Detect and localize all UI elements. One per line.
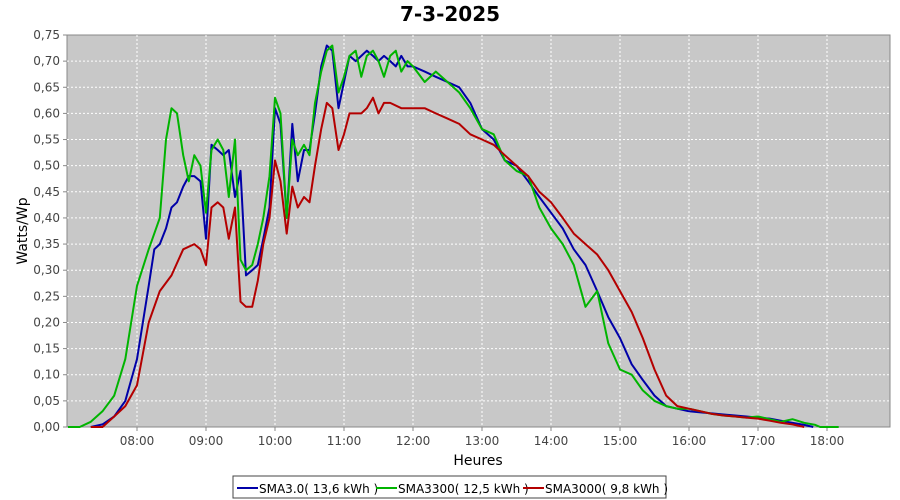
- x-tick-label: 08:00: [120, 434, 155, 448]
- y-tick-label: 0,50: [33, 159, 60, 173]
- y-tick-label: 0,00: [33, 420, 60, 434]
- x-tick-label: 14:00: [534, 434, 569, 448]
- chart-title: 7-3-2025: [400, 2, 500, 26]
- y-tick-label: 0,55: [33, 133, 60, 147]
- x-axis-ticks: 08:00 09:00 10:00 11:00 12:00 13:00 14:00 15:00…: [120, 427, 845, 448]
- x-tick-label: 17:00: [741, 434, 776, 448]
- y-tick-label: 0,45: [33, 185, 60, 199]
- x-tick-label: 12:00: [396, 434, 431, 448]
- y-tick-label: 0,75: [33, 28, 60, 42]
- series-line-sma3000: [90, 96, 805, 428]
- y-tick-label: 0,60: [33, 106, 60, 120]
- plot-area: [66, 34, 891, 428]
- y-tick-label: 0,65: [33, 80, 60, 94]
- y-tick-label: 0,30: [33, 263, 60, 277]
- series-lines: [68, 44, 839, 428]
- legend: SMA3.0( 13,6 kWh ) SMA3300( 12,5 kWh ) S…: [232, 475, 668, 499]
- series-line-sma3300: [68, 44, 839, 428]
- x-tick-label: 10:00: [258, 434, 293, 448]
- series-line-sma30: [90, 44, 814, 428]
- y-tick-label: 0,40: [33, 211, 60, 225]
- y-tick-label: 0,05: [33, 394, 60, 408]
- y-tick-label: 0,25: [33, 289, 60, 303]
- y-tick-label: 0,70: [33, 54, 60, 68]
- legend-label-sma3000: SMA3000( 9,8 kWh ): [545, 482, 668, 496]
- y-axis-label: Watts/Wp: [15, 197, 31, 264]
- x-tick-label: 15:00: [603, 434, 638, 448]
- x-tick-label: 16:00: [672, 434, 707, 448]
- y-axis-ticks: 0,00 0,05 0,10 0,15 0,20 0,25 0,30 0,35 0,40 0,45…: [33, 28, 67, 434]
- x-tick-label: 13:00: [465, 434, 500, 448]
- x-tick-label: 09:00: [189, 434, 224, 448]
- y-tick-label: 0,35: [33, 237, 60, 251]
- y-tick-label: 0,15: [33, 342, 60, 356]
- x-axis-label: Heures: [453, 453, 502, 469]
- legend-label-sma3300: SMA3300( 12,5 kWh ): [398, 482, 529, 496]
- y-tick-label: 0,10: [33, 368, 60, 382]
- legend-box: [232, 475, 667, 499]
- x-tick-label: 18:00: [810, 434, 845, 448]
- legend-label-sma30: SMA3.0( 13,6 kWh ): [259, 482, 378, 496]
- x-tick-label: 11:00: [327, 434, 362, 448]
- y-tick-label: 0,20: [33, 315, 60, 329]
